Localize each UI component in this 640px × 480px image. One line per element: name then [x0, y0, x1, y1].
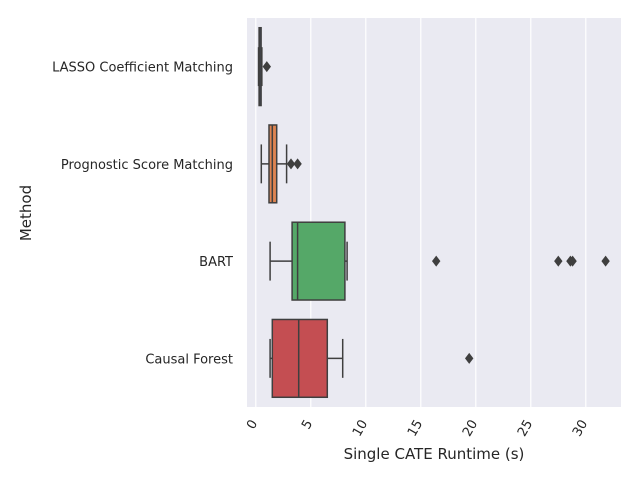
outlier-3-0: [465, 352, 474, 364]
x-axis-label: Single CATE Runtime (s): [344, 445, 525, 463]
outlier-2-1: [554, 255, 563, 267]
outlier-1-0: [286, 158, 296, 170]
box-2: [291, 221, 346, 301]
y-tick-label-3: Causal Forest: [145, 352, 233, 367]
outlier-2-0: [432, 255, 441, 267]
x-tick-label-20: 20: [460, 418, 481, 440]
y-tick-label-1: Prognostic Score Matching: [61, 158, 233, 173]
x-tick-label-25: 25: [515, 418, 536, 440]
y-tick-labels: LASSO Coefficient Matching Prognostic Sco…: [52, 61, 233, 368]
x-tick-label-15: 15: [405, 418, 426, 440]
box-group-1: [260, 124, 302, 204]
x-tick-label-30: 30: [570, 418, 591, 440]
x-tick-labels: 0 5 10 15 20 25 30: [244, 418, 591, 440]
grid-lines: [255, 18, 587, 407]
x-tick-label-5: 5: [299, 418, 316, 433]
box-3: [271, 318, 329, 399]
y-tick-label-2: BART: [199, 255, 233, 270]
outlier-2-4: [601, 255, 610, 267]
y-axis-label: Method: [17, 185, 35, 241]
box-group-0: [257, 26, 271, 107]
box-group-3: [269, 318, 474, 399]
x-tick-label-0: 0: [244, 418, 261, 433]
outlier-2-3: [568, 255, 577, 267]
y-tick-label-0: LASSO Coefficient Matching: [52, 61, 233, 76]
box-group-2: [269, 221, 610, 301]
boxes: [257, 26, 610, 399]
outlier-0-0: [262, 61, 271, 73]
x-tick-label-10: 10: [350, 418, 371, 440]
outlier-1-1: [293, 158, 302, 170]
